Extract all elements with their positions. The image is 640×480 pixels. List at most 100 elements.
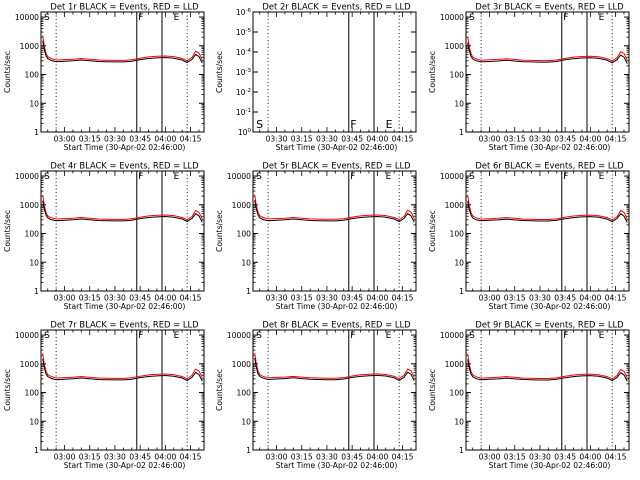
x-tick-label: 04:15	[605, 453, 627, 462]
x-tick-label: 03:45	[129, 294, 151, 303]
x-tick-label: 04:00	[366, 135, 388, 144]
marker-flag-f: F	[138, 331, 143, 341]
marker-flag-e: E	[599, 331, 605, 341]
x-tick-label: 04:15	[392, 453, 414, 462]
x-tick-label: 03:00	[479, 135, 501, 144]
x-tick-label: 03:30	[104, 453, 126, 462]
x-tick-label: 03:45	[341, 453, 363, 462]
x-axis-label: Start Time (30-Apr-02 02:46:00)	[489, 461, 611, 470]
y-tick-label: 10000	[15, 172, 39, 181]
panel-title: Det 1r BLACK = Events, RED = LLD	[50, 2, 198, 12]
y-axis-label: Counts/sec	[3, 369, 12, 411]
y-tick-label: 1	[459, 287, 464, 296]
x-tick-label: 03:30	[316, 294, 338, 303]
x-tick-label: 04:00	[579, 135, 601, 144]
x-tick-label: 03:45	[554, 453, 576, 462]
panel-title: Det 6r BLACK = Events, RED = LLD	[475, 161, 623, 171]
x-axis-label: Start Time (30-Apr-02 02:46:00)	[64, 461, 186, 470]
series-lld-line	[42, 194, 203, 221]
x-tick-label: 03:00	[479, 453, 501, 462]
x-tick-label: 03:15	[291, 135, 313, 144]
y-tick-label: 1000	[445, 201, 464, 210]
x-tick-label: 03:00	[266, 453, 288, 462]
marker-flag-f: F	[138, 172, 143, 182]
x-tick-label: 03:15	[291, 294, 313, 303]
x-tick-label: 04:00	[579, 453, 601, 462]
y-axis-label: Counts/sec	[428, 210, 437, 252]
x-axis-label: Start Time (30-Apr-02 02:46:00)	[276, 302, 398, 311]
series-events-line	[467, 42, 628, 64]
panel-det-2r: Det 2r BLACK = Events, RED = LLD 100 10-1 1…	[215, 2, 417, 152]
y-tick-label: 1000	[20, 42, 39, 51]
y-tick-label: 10000	[227, 331, 251, 340]
plot-frame	[40, 11, 205, 133]
y-tick-label: 10000	[227, 172, 251, 181]
y-axis-label: Counts/sec	[428, 51, 437, 93]
series-lld-line	[467, 36, 628, 62]
x-tick-label: 04:00	[154, 294, 176, 303]
marker-flag-s: S	[469, 331, 475, 341]
panel-det-7r: Det 7r BLACK = Events, RED = LLD 1 10 100 10…	[3, 320, 205, 470]
marker-flag-e: E	[174, 331, 180, 341]
series-lld-line	[42, 353, 203, 380]
panel-title: Det 2r BLACK = Events, RED = LLD	[262, 2, 410, 12]
y-tick-label: 10-6	[236, 8, 252, 17]
series-events-line	[467, 200, 628, 223]
y-tick-label: 100	[450, 71, 465, 80]
x-tick-label: 03:15	[79, 294, 101, 303]
x-tick-label: 03:45	[554, 135, 576, 144]
y-tick-label: 10000	[440, 172, 464, 181]
series-lld-line	[254, 352, 415, 380]
y-tick-label: 100	[238, 128, 252, 137]
series-lld-line	[42, 35, 203, 62]
y-tick-label: 10	[454, 417, 464, 426]
series-events-line	[254, 200, 415, 223]
y-axis-label: Counts/sec	[3, 51, 12, 93]
x-tick-label: 04:00	[154, 135, 176, 144]
y-tick-label: 10-3	[236, 68, 252, 77]
y-tick-label: 10	[29, 417, 39, 426]
y-tick-label: 10-4	[236, 48, 252, 57]
panel-title: Det 5r BLACK = Events, RED = LLD	[262, 161, 410, 171]
y-tick-label: 1	[246, 287, 251, 296]
marker-flag-s: S	[256, 172, 262, 182]
x-axis-label: Start Time (30-Apr-02 02:46:00)	[489, 302, 611, 311]
marker-flag-e: E	[599, 172, 605, 182]
marker-flag-e: E	[174, 13, 180, 23]
y-tick-label: 100	[450, 389, 465, 398]
x-tick-label: 03:30	[529, 453, 551, 462]
y-tick-label: 1000	[20, 360, 39, 369]
y-tick-label: 1	[34, 128, 39, 137]
x-tick-label: 03:30	[266, 135, 288, 144]
panel-det-4r: Det 4r BLACK = Events, RED = LLD 1 10 100 10…	[3, 161, 205, 311]
y-tick-label: 1000	[20, 201, 39, 210]
marker-flag-s: S	[44, 13, 50, 23]
x-tick-label: 03:45	[129, 135, 151, 144]
marker-flag-e: E	[386, 118, 393, 131]
marker-flag-f: F	[563, 13, 568, 23]
x-tick-label: 03:15	[504, 453, 526, 462]
x-axis-label: Start Time (30-Apr-02 02:46:00)	[64, 143, 186, 152]
x-axis-label: Start Time (30-Apr-02 02:46:00)	[64, 302, 186, 311]
y-tick-label: 10	[454, 258, 464, 267]
panel-det-6r: Det 6r BLACK = Events, RED = LLD 1 10 100 10…	[428, 161, 630, 311]
x-tick-label: 03:15	[79, 453, 101, 462]
x-tick-label: 04:15	[605, 135, 627, 144]
y-tick-label: 10-5	[236, 28, 252, 37]
marker-flag-f: F	[350, 331, 355, 341]
panel-det-3r: Det 3r BLACK = Events, RED = LLD 1 10 100 10…	[428, 2, 630, 152]
panel-title: Det 9r BLACK = Events, RED = LLD	[475, 320, 623, 330]
x-tick-label: 03:30	[529, 135, 551, 144]
marker-flag-f: F	[350, 172, 355, 182]
marker-flag-s: S	[256, 331, 262, 341]
x-tick-label: 03:30	[316, 135, 338, 144]
y-tick-label: 10000	[440, 13, 464, 22]
y-tick-label: 100	[237, 389, 252, 398]
x-tick-label: 04:15	[392, 294, 414, 303]
y-tick-label: 10-1	[236, 108, 251, 117]
plot-frame	[252, 170, 417, 292]
y-axis-label: Counts/sec	[215, 51, 224, 93]
x-tick-label: 04:15	[392, 135, 414, 144]
y-tick-label: 100	[25, 389, 40, 398]
